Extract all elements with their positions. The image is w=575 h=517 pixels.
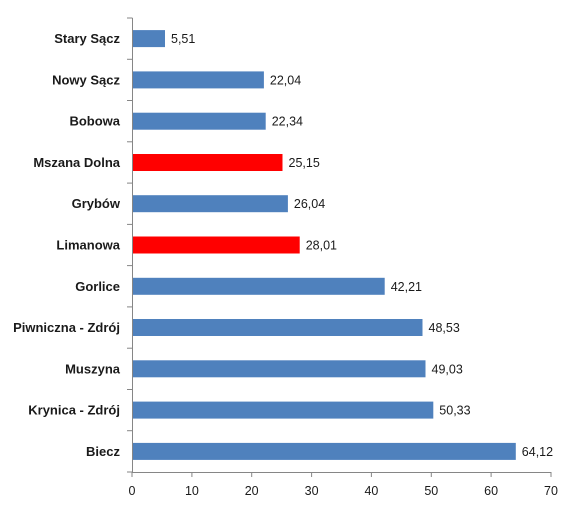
bar-muszyna xyxy=(132,360,426,378)
bar-krynica-zdrój xyxy=(132,401,434,419)
bar-biecz xyxy=(132,442,516,460)
category-label: Stary Sącz xyxy=(54,31,120,46)
category-label: Gorlice xyxy=(75,279,120,294)
bar-gorlice xyxy=(132,277,385,295)
category-label: Muszyna xyxy=(65,361,121,376)
data-label: 22,04 xyxy=(270,73,301,87)
x-tick-label: 60 xyxy=(484,484,498,498)
data-label: 49,03 xyxy=(432,362,463,376)
x-tick-label: 30 xyxy=(305,484,319,498)
category-label: Limanowa xyxy=(56,238,120,253)
category-label: Piwniczna - Zdrój xyxy=(13,320,120,335)
bar-limanowa xyxy=(132,236,300,254)
bar-mszana-dolna xyxy=(132,154,283,171)
category-label: Krynica - Zdrój xyxy=(28,403,120,418)
data-label: 5,51 xyxy=(171,32,195,46)
data-label: 28,01 xyxy=(306,239,337,253)
bar-piwniczna-zdrój xyxy=(132,319,423,336)
x-tick-label: 70 xyxy=(544,484,558,498)
data-label: 48,53 xyxy=(429,321,460,335)
bar-nowy-sącz xyxy=(132,71,264,89)
data-label: 42,21 xyxy=(391,280,422,294)
bar-stary-sącz xyxy=(132,30,165,48)
x-tick-label: 10 xyxy=(185,484,199,498)
bar-grybów xyxy=(132,195,288,213)
category-label: Mszana Dolna xyxy=(33,155,120,170)
category-label: Bobowa xyxy=(69,114,120,129)
bar-bobowa xyxy=(132,112,266,130)
data-label: 26,04 xyxy=(294,197,325,211)
bars-group: Stary Sącz 5,51 Nowy Sącz 22,04 Bobowa 22,34 M… xyxy=(13,30,553,460)
category-label: Grybów xyxy=(72,196,121,211)
x-tick-label: 20 xyxy=(245,484,259,498)
data-label: 64,12 xyxy=(522,445,553,459)
data-label: 50,33 xyxy=(439,404,470,418)
data-label: 22,34 xyxy=(272,115,303,129)
x-tick-label: 40 xyxy=(364,484,378,498)
data-label: 25,15 xyxy=(289,156,320,170)
x-tick-label: 50 xyxy=(424,484,438,498)
category-label: Biecz xyxy=(86,444,120,459)
axes-group: 0 10 20 30 40 50 60 70 xyxy=(127,17,558,498)
x-tick-label: 0 xyxy=(129,484,136,498)
category-label: Nowy Sącz xyxy=(52,72,120,87)
